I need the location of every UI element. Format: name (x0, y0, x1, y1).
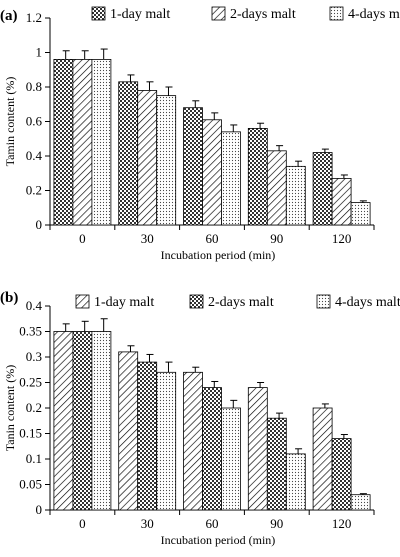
bar (350, 494, 371, 511)
bar (312, 152, 333, 226)
y-axis-title: Tanin content (%) (3, 365, 17, 451)
y-axis-title: Tamin content (%) (3, 77, 17, 167)
x-axis-title: Incubation period (min) (161, 533, 276, 547)
x-tick-label: 0 (79, 516, 86, 531)
bar (72, 59, 93, 226)
bar (285, 453, 306, 511)
x-tick-label: 120 (332, 516, 352, 531)
y-tick-label: 0.4 (26, 298, 43, 313)
bar (266, 150, 287, 226)
bar (137, 361, 158, 511)
y-tick-label: 0.6 (26, 114, 43, 129)
bar (156, 371, 177, 511)
y-tick-label: 0 (36, 217, 43, 232)
bar (221, 407, 241, 511)
x-axis-title: Incubation period (min) (161, 248, 276, 262)
bar (221, 131, 241, 226)
bar (202, 387, 222, 511)
y-tick-label: 0.4 (26, 148, 43, 163)
bar (118, 351, 139, 511)
panel-label: (b) (0, 290, 18, 306)
bar (91, 331, 112, 511)
panel-a: (a) 0 0.2 0.4 0.6 0.8 1 1.2 0 30 60 90 120 Incubation… (0, 6, 400, 262)
legend-label: 2-days malt (208, 295, 274, 310)
x-tick-label: 30 (141, 516, 154, 531)
bar (53, 331, 74, 511)
bar (331, 178, 352, 226)
y-tick-label: 0 (36, 502, 43, 517)
x-tick-label: 90 (270, 231, 283, 246)
x-tick-label: 60 (206, 516, 219, 531)
legend-swatch (316, 294, 331, 309)
bar (247, 387, 268, 511)
y-tick-label: 0.2 (26, 183, 42, 198)
y-tick-label: 0.25 (19, 375, 42, 390)
panel-b: (b) 0 0.05 0.1 0.15 0.2 0.25 0.3 0.35 0.4 0 30 60 90 1… (0, 290, 400, 547)
x-tick-label: 30 (141, 231, 154, 246)
legend-swatch (91, 6, 106, 21)
legend-swatch (75, 294, 90, 309)
legend-swatch (211, 6, 226, 21)
x-tick-label: 0 (79, 231, 86, 246)
bar (312, 407, 333, 511)
bar (247, 127, 268, 226)
y-tick-label: 0.35 (19, 324, 42, 339)
y-tick-label: 0.1 (26, 451, 42, 466)
x-tick-label: 60 (206, 231, 219, 246)
y-tick-label: 0.05 (19, 477, 42, 492)
bar (331, 438, 352, 511)
legend-label: 2-days malt (230, 7, 296, 22)
legend-swatch (329, 6, 344, 21)
bar (137, 90, 158, 226)
bar (183, 107, 203, 226)
bar (266, 417, 287, 511)
bar (285, 165, 306, 226)
legend-label: 4-days malt (335, 295, 400, 310)
bar (202, 119, 222, 226)
bar (183, 371, 203, 511)
x-tick-label: 120 (332, 231, 352, 246)
y-tick-label: 1 (36, 45, 43, 60)
legend-label: 4-days malt (348, 7, 400, 22)
bar (156, 95, 177, 226)
bar (118, 81, 139, 226)
y-tick-label: 1.2 (26, 10, 42, 25)
bar (350, 202, 371, 226)
panel-label: (a) (0, 8, 18, 24)
y-tick-label: 0.8 (26, 79, 42, 94)
legend-label: 1-day malt (110, 7, 170, 22)
bar (72, 331, 93, 511)
y-tick-label: 0.3 (26, 349, 42, 364)
bar (91, 59, 112, 226)
legend-swatch (189, 294, 204, 309)
y-tick-label: 0.15 (19, 426, 42, 441)
bar (53, 59, 74, 226)
legend-label: 1-day malt (94, 295, 154, 310)
x-tick-label: 90 (270, 516, 283, 531)
y-tick-label: 0.2 (26, 400, 42, 415)
